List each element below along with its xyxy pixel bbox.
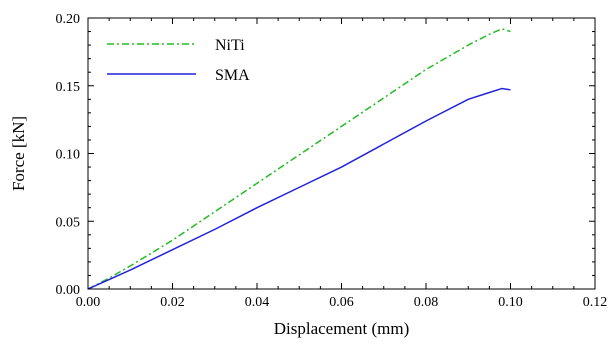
y-tick-label: 0.20 — [56, 12, 81, 27]
x-tick-label: 0.06 — [329, 295, 354, 310]
series-layer — [87, 28, 511, 290]
x-tick-label: 0.08 — [414, 295, 439, 310]
y-tick-label: 0.10 — [56, 148, 81, 163]
plot-frame — [87, 17, 596, 290]
axis-layer: 0.00 0.02 0.04 0.06 0.08 0.10 0.12 0.00 0.05 0.10… — [56, 12, 608, 310]
series-line-niti — [87, 28, 511, 290]
legend-label-sma: SMA — [215, 67, 250, 84]
y-tick-label: 0.00 — [56, 283, 81, 298]
x-tick-label: 0.10 — [498, 295, 523, 310]
y-axis-title: Force [kN] — [9, 116, 28, 191]
legend: NiTi SMA — [107, 37, 250, 84]
y-tick-label: 0.05 — [56, 215, 81, 230]
x-axis-title: Displacement (mm) — [274, 319, 410, 338]
x-tick-label: 0.00 — [76, 295, 101, 310]
x-tick-label: 0.02 — [160, 295, 185, 310]
y-tick-label: 0.15 — [56, 80, 81, 95]
legend-label-niti: NiTi — [215, 37, 245, 54]
x-tick-label: 0.04 — [245, 295, 270, 310]
series-line-sma — [87, 87, 511, 290]
x-tick-label: 0.12 — [583, 295, 608, 310]
plot-area — [87, 17, 596, 290]
